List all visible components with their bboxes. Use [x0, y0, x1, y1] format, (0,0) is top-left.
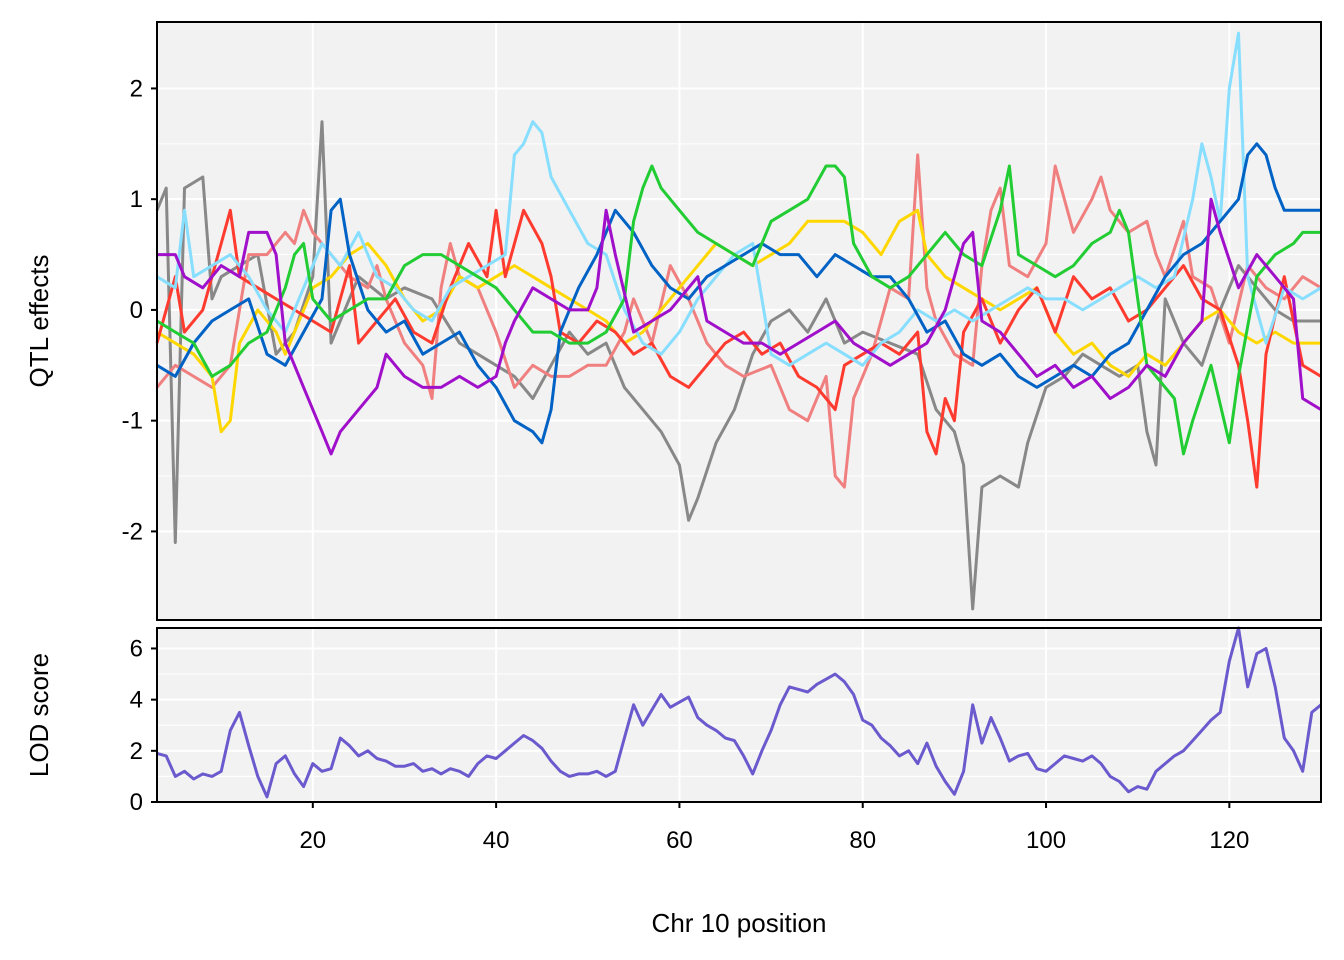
- x-axis-title: Chr 10 position: [652, 908, 827, 938]
- lod-panel-background: [157, 628, 1321, 802]
- lod-series-group: [156, 626, 1322, 799]
- effects-y-ticks: -2 -1 0 1 2: [122, 75, 157, 545]
- lod-y-tick-label: 2: [130, 738, 143, 765]
- lod-y-tick-label: 6: [130, 635, 143, 662]
- lod-series-line-1: [156, 626, 1322, 799]
- effects-y-tick-label: -2: [122, 518, 143, 545]
- effects-y-tick-label: -1: [122, 408, 143, 435]
- lod-y-ticks: 0 2 4 6: [130, 635, 157, 816]
- effects-y-axis-title: QTL effects: [24, 255, 54, 388]
- effects-y-tick-label: 0: [130, 297, 143, 324]
- x-tick-label: 80: [849, 827, 876, 854]
- x-tick-label: 120: [1209, 827, 1249, 854]
- x-tick-label: 40: [483, 827, 510, 854]
- effects-panel-border: [156, 21, 1322, 621]
- lod-panel-border: [156, 627, 1322, 803]
- x-tick-label: 60: [666, 827, 693, 854]
- lod-y-tick-label: 0: [130, 789, 143, 816]
- x-tick-label: 20: [299, 827, 326, 854]
- x-tick-label: 100: [1026, 827, 1066, 854]
- x-ticks: 20 40 60 80 100 120: [299, 802, 1249, 854]
- effects-series-group: [155, 31, 1322, 611]
- effects-series-line-8: [157, 197, 1322, 456]
- effects-series-line-6: [156, 142, 1321, 445]
- lod-y-tick-label: 4: [130, 687, 143, 714]
- effects-series-line-7: [156, 164, 1321, 456]
- effects-panel: -2 -1 0 1 2: [122, 21, 1322, 621]
- lod-panel: 0 2 4 6: [130, 626, 1322, 816]
- lod-y-axis-title: LOD score: [24, 653, 54, 777]
- effects-y-tick-label: 1: [130, 186, 143, 213]
- effects-y-tick-label: 2: [130, 75, 143, 102]
